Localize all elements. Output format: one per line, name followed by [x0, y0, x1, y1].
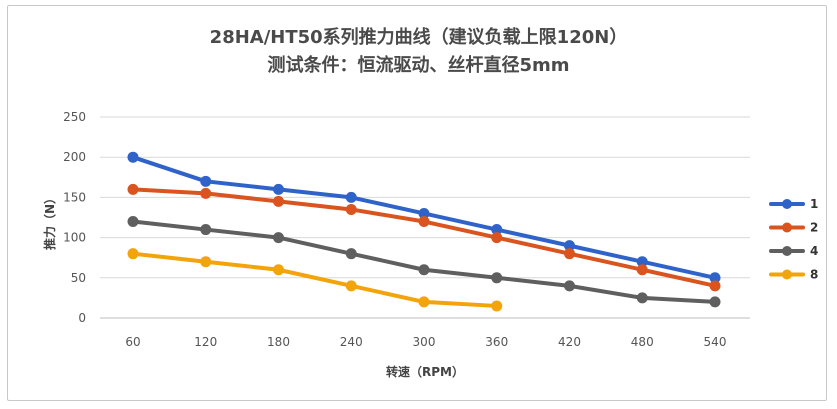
y-axis-label: 推力（N） [42, 192, 57, 250]
legend-marker [782, 246, 792, 256]
legend-marker [782, 199, 792, 209]
data-point [345, 191, 357, 203]
data-point [345, 248, 357, 260]
x-tick-label: 540 [704, 335, 727, 349]
legend: 1 2 4 8 [769, 197, 818, 282]
data-point [564, 248, 575, 260]
x-tick-label: 480 [631, 335, 654, 349]
chart-frame [7, 5, 827, 401]
x-tick-label: 300 [413, 335, 436, 349]
data-point [200, 187, 212, 199]
x-tick-label: 240 [340, 335, 363, 349]
data-point [200, 224, 212, 236]
data-point [273, 183, 284, 195]
y-tick-label: 100 [63, 231, 86, 245]
data-point [200, 175, 212, 187]
x-tick-labels: 60 120 180 240 300 360 420 480 540 [125, 335, 726, 349]
chart-title: 28HA/HT50系列推力曲线（建议负载上限120N） [209, 27, 628, 48]
legend-marker [782, 222, 792, 233]
data-point [491, 232, 503, 244]
legend-label: 4 [810, 244, 818, 258]
x-tick-label: 120 [194, 335, 217, 349]
series-lines [131, 155, 717, 308]
data-point [491, 272, 503, 284]
data-point [709, 280, 721, 292]
gridlines [100, 116, 750, 319]
chart-subtitle: 测试条件：恒流驱动、丝杆直径5mm [267, 55, 570, 76]
data-point [418, 264, 430, 276]
data-point [564, 240, 575, 252]
y-tick-label: 50 [71, 271, 86, 285]
x-tick-label: 180 [267, 335, 290, 349]
y-tick-labels: 0 50 100 150 200 250 [63, 110, 86, 325]
data-point [345, 280, 357, 292]
data-point [418, 207, 430, 219]
data-point [273, 232, 284, 244]
legend-label: 8 [810, 268, 818, 282]
data-point [564, 280, 575, 292]
data-point [273, 264, 284, 276]
data-point [491, 224, 503, 236]
data-point [200, 256, 212, 268]
y-tick-label: 250 [63, 110, 86, 124]
data-point [345, 203, 357, 215]
x-tick-label: 360 [485, 335, 508, 349]
data-point [491, 300, 503, 312]
x-tick-label: 60 [125, 335, 140, 349]
data-point [127, 183, 139, 195]
x-axis-label: 转速（RPM） [386, 364, 464, 379]
y-tick-label: 0 [78, 311, 86, 325]
data-point [636, 256, 648, 268]
data-point [127, 151, 139, 163]
data-point [273, 195, 284, 207]
y-tick-label: 150 [63, 190, 86, 204]
legend-label: 2 [810, 221, 818, 235]
data-point [127, 248, 139, 260]
legend-label: 1 [810, 197, 818, 211]
legend-marker [782, 269, 792, 280]
data-point [418, 216, 430, 228]
series-line-8 [131, 251, 499, 308]
data-point [636, 292, 648, 304]
data-point [709, 272, 721, 284]
data-point [418, 296, 430, 308]
data-point [709, 296, 721, 308]
data-point [127, 216, 139, 228]
series-points [127, 151, 721, 312]
data-point [636, 264, 648, 276]
x-tick-label: 420 [558, 335, 581, 349]
y-tick-label: 200 [63, 150, 86, 164]
